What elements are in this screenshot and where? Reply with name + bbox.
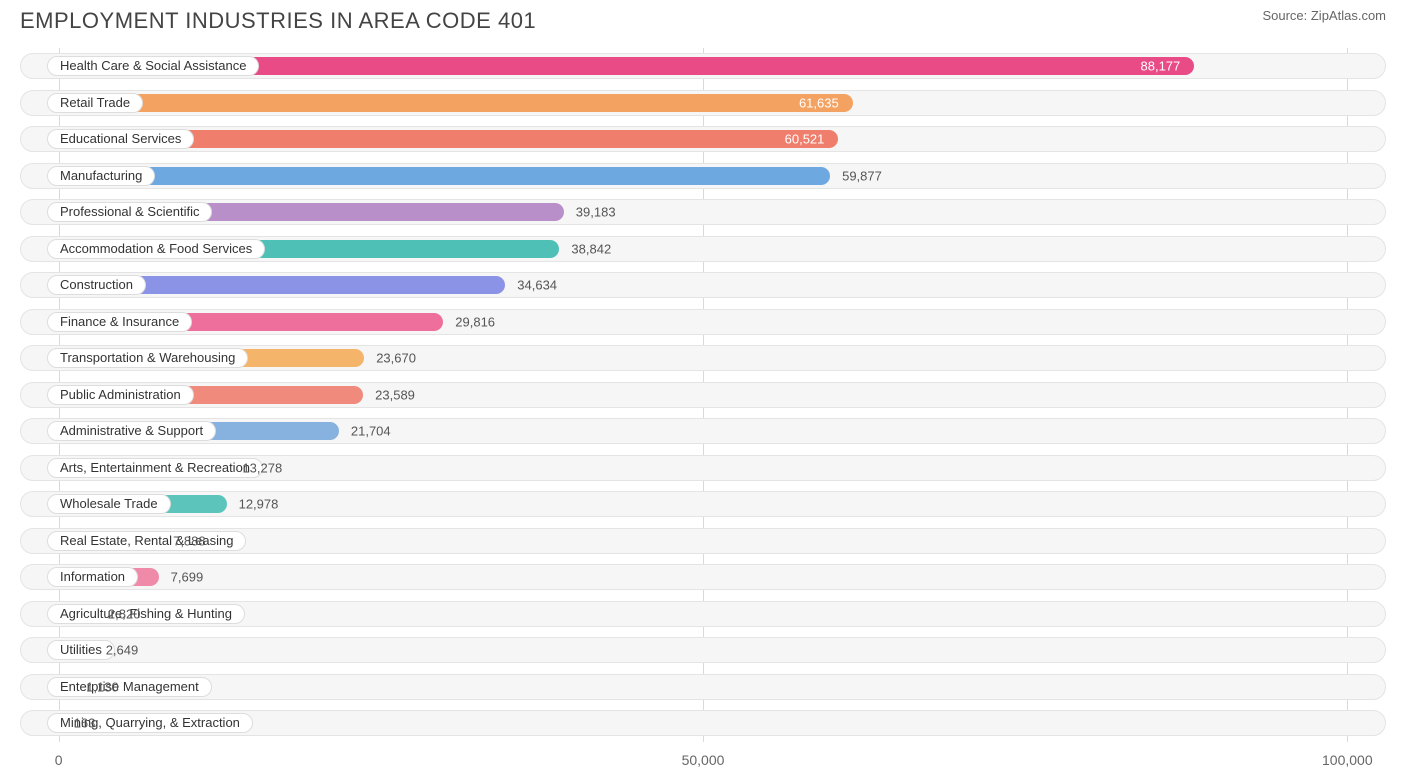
bar-track: Retail Trade 61,635 (20, 90, 1386, 116)
bar-row: Agriculture, Fishing & Hunting2,820 (20, 596, 1386, 633)
category-label: Health Care & Social Assistance (47, 56, 259, 76)
category-label: Administrative & Support (47, 421, 216, 441)
value-label: 34,634 (517, 278, 557, 293)
bar-fill (60, 167, 830, 185)
bar-row: Enterprise Management1,130 (20, 669, 1386, 706)
axis-tick-label: 100,000 (1322, 752, 1373, 768)
bar-track: Information 7,699 (20, 564, 1386, 590)
value-label: 23,589 (375, 387, 415, 402)
bars-container: Health Care & Social Assistance 88,177 Ret… (20, 48, 1386, 742)
bar-row: Health Care & Social Assistance 88,177 (20, 48, 1386, 85)
category-label: Manufacturing (47, 166, 155, 186)
bar-track: Agriculture, Fishing & Hunting2,820 (20, 601, 1386, 627)
value-label: 13,278 (242, 460, 282, 475)
bar-track: Professional & Scientific 39,183 (20, 199, 1386, 225)
bar-row: Finance & Insurance 29,816 (20, 304, 1386, 341)
value-label: 1,130 (86, 679, 119, 694)
bar-track: Real Estate, Rental & Leasing7,888 (20, 528, 1386, 554)
category-label: Professional & Scientific (47, 202, 212, 222)
bar-track: Health Care & Social Assistance 88,177 (20, 53, 1386, 79)
value-label: 29,816 (455, 314, 495, 329)
bar-row: Mining, Quarrying, & Extraction163 (20, 705, 1386, 742)
bar-track: Finance & Insurance 29,816 (20, 309, 1386, 335)
bar-row: Accommodation & Food Services 38,842 (20, 231, 1386, 268)
x-axis: 0 50,000 100,000 (20, 748, 1386, 778)
chart-source: Source: ZipAtlas.com (1262, 8, 1386, 23)
bar-row: Manufacturing 59,877 (20, 158, 1386, 195)
value-label: 38,842 (571, 241, 611, 256)
value-label: 60,521 (785, 132, 825, 147)
chart-area: Health Care & Social Assistance 88,177 Ret… (0, 38, 1406, 778)
bar-track: Accommodation & Food Services 38,842 (20, 236, 1386, 262)
bar-track: Manufacturing 59,877 (20, 163, 1386, 189)
bar-track: Administrative & Support 21,704 (20, 418, 1386, 444)
bar-row: Educational Services 60,521 (20, 121, 1386, 158)
category-label: Enterprise Management (47, 677, 212, 697)
axis-tick-label: 0 (55, 752, 63, 768)
bar-row: Professional & Scientific 39,183 (20, 194, 1386, 231)
category-label: Educational Services (47, 129, 194, 149)
bar-track: Public Administration 23,589 (20, 382, 1386, 408)
category-label: Real Estate, Rental & Leasing (47, 531, 246, 551)
bar-track: Construction 34,634 (20, 272, 1386, 298)
bar-row: Public Administration 23,589 (20, 377, 1386, 414)
value-label: 2,649 (106, 643, 139, 658)
category-label: Arts, Entertainment & Recreation (47, 458, 263, 478)
category-label: Retail Trade (47, 93, 143, 113)
value-label: 88,177 (1141, 59, 1181, 74)
bar-track: Wholesale Trade 12,978 (20, 491, 1386, 517)
bar-row: Transportation & Warehousing 23,670 (20, 340, 1386, 377)
category-label: Construction (47, 275, 146, 295)
bar-row: Retail Trade 61,635 (20, 85, 1386, 122)
axis-tick-label: 50,000 (682, 752, 725, 768)
category-label: Accommodation & Food Services (47, 239, 265, 259)
bar-track: Mining, Quarrying, & Extraction163 (20, 710, 1386, 736)
chart-title: EMPLOYMENT INDUSTRIES IN AREA CODE 401 (20, 8, 536, 34)
category-label: Agriculture, Fishing & Hunting (47, 604, 245, 624)
bar-track: Utilities2,649 (20, 637, 1386, 663)
value-label: 7,888 (173, 533, 206, 548)
value-label: 23,670 (376, 351, 416, 366)
category-label: Information (47, 567, 138, 587)
value-label: 61,635 (799, 95, 839, 110)
bar-row: Administrative & Support 21,704 (20, 413, 1386, 450)
bar-track: Arts, Entertainment & Recreation13,278 (20, 455, 1386, 481)
bar-track: Enterprise Management1,130 (20, 674, 1386, 700)
value-label: 21,704 (351, 424, 391, 439)
category-label: Finance & Insurance (47, 312, 192, 332)
bar-row: Utilities2,649 (20, 632, 1386, 669)
bar-track: Transportation & Warehousing 23,670 (20, 345, 1386, 371)
value-label: 59,877 (842, 168, 882, 183)
bar-row: Wholesale Trade 12,978 (20, 486, 1386, 523)
bar-row: Real Estate, Rental & Leasing7,888 (20, 523, 1386, 560)
value-label: 12,978 (239, 497, 279, 512)
value-label: 2,820 (108, 606, 141, 621)
value-label: 39,183 (576, 205, 616, 220)
category-label: Public Administration (47, 385, 194, 405)
bar-track: Educational Services 60,521 (20, 126, 1386, 152)
bar-row: Construction 34,634 (20, 267, 1386, 304)
category-label: Transportation & Warehousing (47, 348, 248, 368)
bar-fill (60, 94, 853, 112)
bar-row: Information 7,699 (20, 559, 1386, 596)
bar-row: Arts, Entertainment & Recreation13,278 (20, 450, 1386, 487)
value-label: 163 (74, 716, 96, 731)
chart-header: EMPLOYMENT INDUSTRIES IN AREA CODE 401 S… (0, 0, 1406, 38)
value-label: 7,699 (171, 570, 204, 585)
category-label: Wholesale Trade (47, 494, 171, 514)
